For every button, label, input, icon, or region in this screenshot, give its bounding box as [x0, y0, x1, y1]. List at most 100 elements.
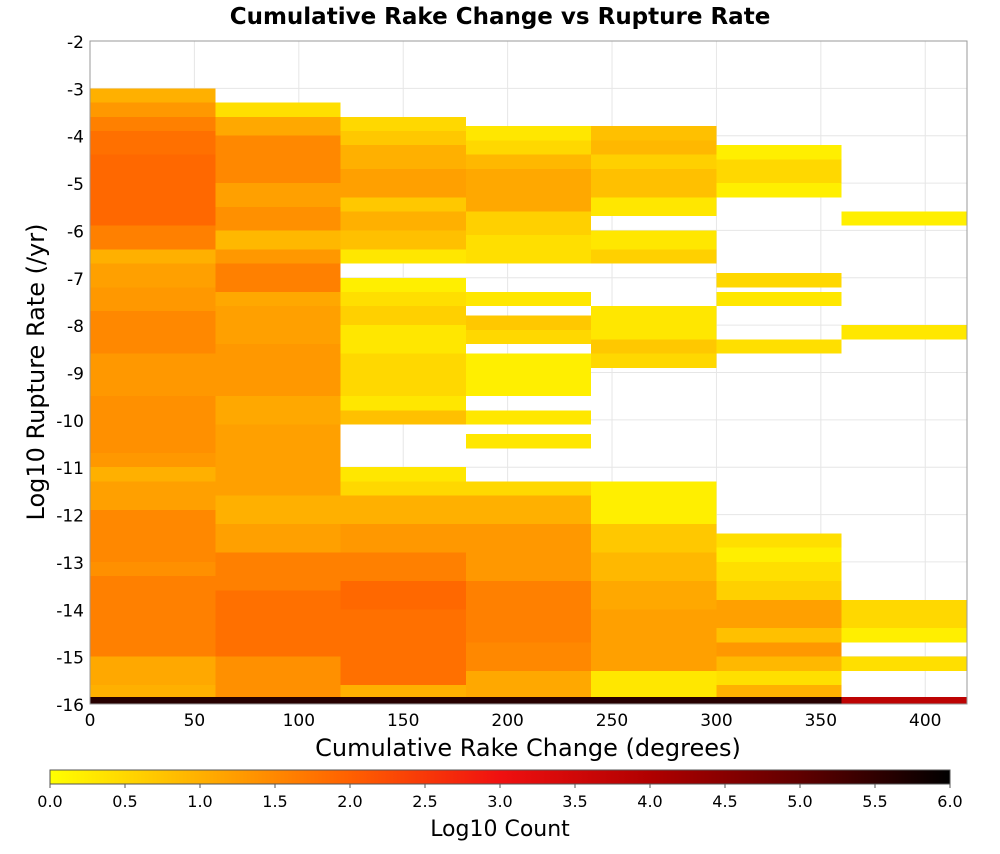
heatmap-cell: [841, 628, 967, 643]
heatmap-cell: [340, 145, 466, 169]
colorbar: [49, 769, 951, 785]
heatmap-cell: [591, 197, 717, 217]
heatmap-cells: [90, 88, 967, 704]
x-tick-label: 350: [805, 711, 837, 731]
heatmap-cell: [340, 410, 466, 425]
heatmap-cell: [716, 159, 842, 184]
heatmap-cell: [841, 696, 967, 704]
heatmap-cell: [716, 533, 842, 548]
heatmap-cell: [340, 481, 466, 496]
heatmap-cell: [215, 590, 341, 657]
heatmap-cell: [340, 130, 466, 146]
x-tick-label: 400: [909, 711, 941, 731]
heatmap-cell: [340, 609, 466, 686]
heatmap-cell: [90, 453, 216, 468]
heatmap-cell: [591, 306, 717, 340]
heatmap-cell: [716, 183, 842, 198]
heatmap-cell: [841, 325, 967, 340]
heatmap-cell: [591, 696, 717, 704]
heatmap-cell: [90, 225, 216, 250]
colorbar-tick-label: 1.0: [187, 792, 212, 811]
heatmap-cell: [340, 396, 466, 411]
heatmap-cell: [90, 287, 216, 311]
heatmap-cell: [465, 580, 592, 643]
colorbar-tick-labels: 0.0 0.5 1.0 1.5 2.0 2.5 3.0 3.5 4.0 4.5 5.0 5.5 6.0: [37, 784, 963, 811]
heatmap-cell: [90, 561, 216, 577]
heatmap-cell: [591, 670, 717, 697]
heatmap-cell: [465, 481, 592, 496]
heatmap-cell: [90, 249, 216, 264]
heatmap-cell: [465, 154, 592, 169]
y-tick-labels: -2 -3 -4 -5 -6 -7 -8 -9 -10 -11 -12 -13 -14 -15 -16: [56, 33, 84, 716]
heatmap-cell: [90, 656, 216, 686]
heatmap-cell: [340, 552, 466, 581]
x-tick-label: 300: [700, 711, 732, 731]
x-tick-labels: 0 50 100 150 200 250 300 350 400: [85, 711, 942, 731]
heatmap-cell: [716, 561, 842, 581]
heatmap-cell: [215, 696, 341, 704]
heatmap-cell: [215, 249, 341, 264]
heatmap-cell: [90, 154, 216, 226]
heatmap-cell: [215, 524, 341, 553]
heatmap-cell: [90, 263, 216, 288]
colorbar-tick-label: 2.0: [337, 792, 362, 811]
heatmap-cell: [465, 211, 592, 236]
heatmap-cell: [716, 145, 842, 160]
heatmap-cell: [591, 126, 717, 141]
heatmap-cell: [591, 140, 717, 155]
heatmap-cell: [465, 410, 592, 425]
y-tick-label: -11: [56, 459, 84, 479]
heatmap-cell: [215, 291, 341, 307]
heatmap-cell: [340, 249, 466, 264]
x-tick-label: 50: [184, 711, 206, 731]
heatmap-cell: [841, 599, 967, 629]
heatmap-cell: [591, 481, 717, 525]
heatmap-cell: [90, 509, 216, 562]
heatmap-cell: [716, 685, 842, 697]
heatmap-cell: [340, 353, 466, 397]
heatmap-cell: [340, 277, 466, 292]
heatmap-cell: [591, 552, 717, 581]
x-axis-label: Cumulative Rake Change (degrees): [315, 734, 741, 762]
y-tick-label: -14: [56, 601, 84, 621]
heatmap-cell: [90, 102, 216, 117]
heatmap-cell: [340, 116, 466, 131]
heatmap-cell: [465, 353, 592, 397]
heatmap-cell: [591, 580, 717, 610]
heatmap-cell: [215, 183, 341, 207]
heatmap-cell: [591, 230, 717, 250]
heatmap-cell: [716, 642, 842, 657]
y-tick-label: -16: [56, 696, 84, 716]
heatmap-cell: [340, 685, 466, 697]
heatmap-cell: [841, 211, 967, 226]
y-tick-label: -3: [67, 80, 84, 100]
colorbar-tick-label: 3.0: [487, 792, 512, 811]
heatmap-cell: [716, 599, 842, 629]
x-tick-label: 250: [596, 711, 628, 731]
heatmap-cell: [215, 306, 341, 345]
y-tick-label: -4: [67, 128, 84, 148]
heatmap-cell: [215, 656, 341, 697]
heatmap-cell: [465, 642, 592, 671]
heatmap-cell: [716, 291, 842, 307]
heatmap-cell: [716, 628, 842, 643]
y-tick-label: -10: [56, 412, 84, 432]
y-tick-label: -5: [67, 175, 84, 195]
heatmap-cell: [215, 344, 341, 397]
heatmap-cell: [716, 273, 842, 288]
heatmap-cell: [90, 685, 216, 697]
heatmap-cell: [215, 552, 341, 591]
y-tick-label: -15: [56, 649, 84, 669]
heatmap-cell: [340, 197, 466, 212]
colorbar-tick-label: 5.0: [787, 792, 812, 811]
heatmap-cell: [841, 656, 967, 671]
x-tick-label: 0: [85, 711, 96, 731]
heatmap-cell: [591, 339, 717, 354]
heatmap-cell: [591, 609, 717, 671]
heatmap-cell: [90, 130, 216, 155]
heatmap-cell: [716, 696, 842, 704]
heatmap-cell: [340, 580, 466, 610]
heatmap-cell: [340, 495, 466, 525]
heatmap-cell: [465, 696, 592, 704]
heatmap-cell: [90, 116, 216, 131]
